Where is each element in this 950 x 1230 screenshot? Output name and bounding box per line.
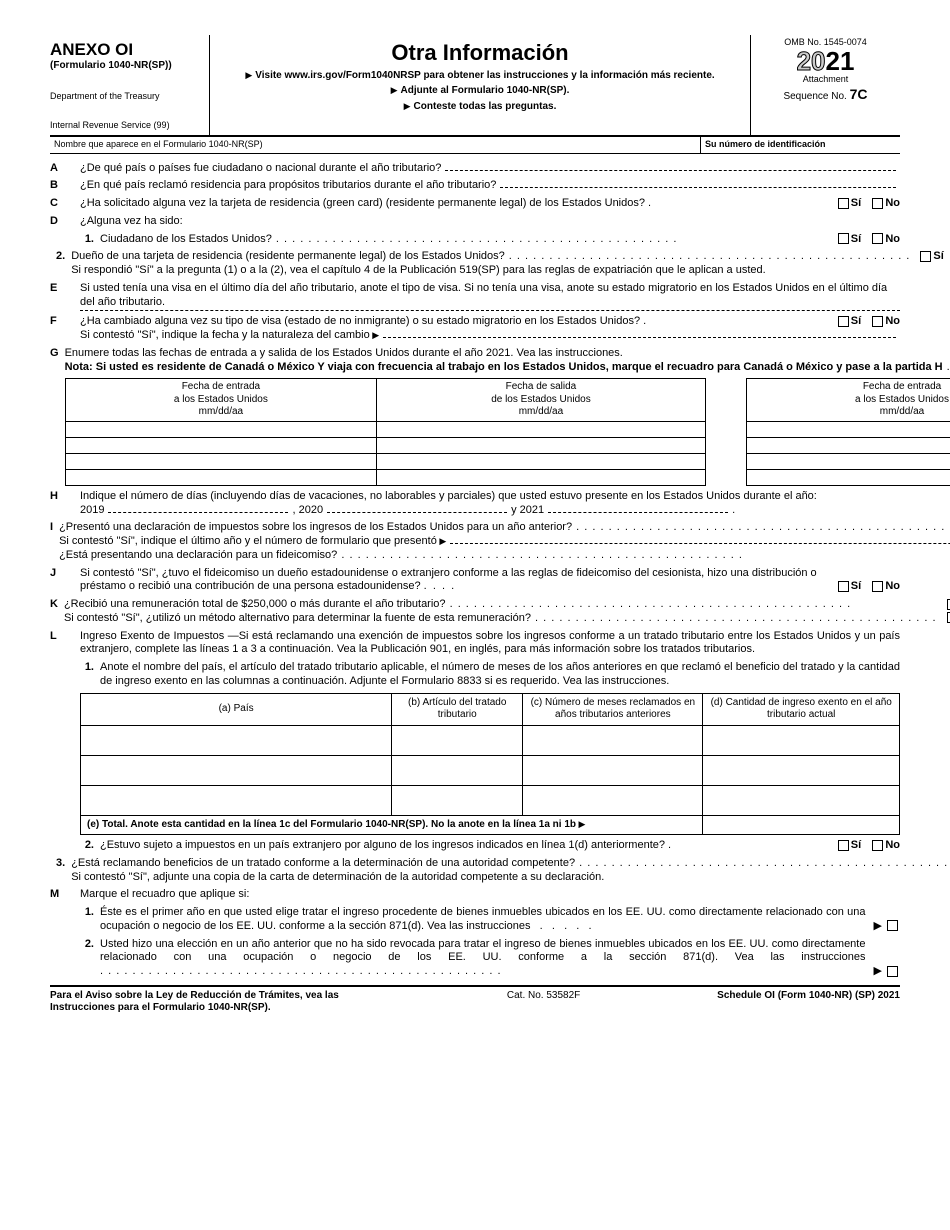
question-d1: Ciudadano de los Estados Unidos? (100, 233, 272, 245)
treaty-r3-a[interactable] (81, 785, 392, 815)
note-g: Nota: Si usted es residente de Canadá o … (65, 361, 943, 373)
note-l3: Si contestó "Sí", adjunte una copia de l… (71, 871, 950, 885)
entry-2b[interactable] (746, 437, 950, 453)
treaty-r3-d[interactable] (703, 785, 900, 815)
entry-1b[interactable] (746, 421, 950, 437)
question-m2: Usted hizo una elección en un año anteri… (100, 938, 865, 964)
checkbox-c-si[interactable] (838, 198, 849, 209)
treaty-total-label: (e) Total. Anote esta cantidad en la lín… (81, 815, 703, 835)
question-ic: ¿Está presentando una declaración para u… (59, 549, 337, 561)
question-g: Enumere todas las fechas de entrada a y … (65, 347, 950, 361)
page-footer: Para el Aviso sobre la Ley de Reducción … (50, 985, 900, 1015)
checkbox-d1-si[interactable] (838, 233, 849, 244)
input-f[interactable] (383, 337, 896, 338)
dept-line-2: Internal Revenue Service (99) (50, 120, 203, 131)
question-d: ¿Alguna vez ha sido: (80, 215, 900, 229)
name-bar: Nombre que aparece en el Formulario 1040… (50, 137, 900, 153)
treaty-r2-d[interactable] (703, 755, 900, 785)
entry-3a[interactable] (65, 453, 377, 469)
treaty-r1-b[interactable] (392, 725, 523, 755)
attachment-label: Attachment (755, 74, 896, 85)
checkbox-l2-si[interactable] (838, 840, 849, 851)
input-a[interactable] (445, 170, 896, 171)
entry-4a[interactable] (65, 469, 377, 485)
treaty-r3-c[interactable] (523, 785, 703, 815)
question-i: ¿Presentó una declaración de impuestos s… (59, 521, 572, 533)
note-d2: Si respondió "Sí" a la pregunta (1) o a … (71, 264, 950, 278)
dates-tables: Fecha de entrada a los Estados Unidos mm… (65, 374, 950, 486)
exit-4a[interactable] (377, 469, 705, 485)
checkbox-f-si[interactable] (838, 316, 849, 327)
question-l: Ingreso Exento de Impuestos —Si está rec… (80, 630, 900, 658)
treaty-r2-c[interactable] (523, 755, 703, 785)
question-f: ¿Ha cambiado alguna vez su tipo de visa … (80, 315, 646, 327)
subtitle-1: Visite www.irs.gov/Form1040NRSP para obt… (218, 70, 742, 83)
question-kb: Si contestó "Sí", ¿utilizó un método alt… (64, 612, 531, 624)
question-b: ¿En qué país reclamó residencia para pro… (80, 179, 496, 193)
input-h-2021[interactable] (548, 512, 728, 513)
question-e: Si usted tenía una visa en el último día… (80, 282, 900, 310)
checkbox-c-no[interactable] (872, 198, 883, 209)
treaty-r2-b[interactable] (392, 755, 523, 785)
exit-1a[interactable] (377, 421, 705, 437)
input-h-2020[interactable] (327, 512, 507, 513)
form-number: (Formulario 1040-NR(SP)) (50, 60, 203, 73)
question-d2: Dueño de una tarjeta de residencia (resi… (71, 250, 505, 262)
question-a: ¿De qué país o países fue ciudadano o na… (80, 162, 441, 176)
form-title: Otra Información (218, 39, 742, 67)
question-m: Marque el recuadro que aplique si: (80, 888, 900, 902)
subtitle-3: Conteste todas las preguntas. (218, 101, 742, 114)
entry-3b[interactable] (746, 453, 950, 469)
exit-2a[interactable] (377, 437, 705, 453)
question-j: Si contestó "Sí", ¿tuvo el fideicomiso u… (80, 567, 817, 593)
treaty-total[interactable] (703, 815, 900, 835)
question-l2: ¿Estuvo sujeto a impuestos en un país ex… (100, 839, 671, 851)
treaty-table: (a) País (b) Artículo del tratado tribut… (80, 693, 900, 836)
checkbox-d2-si[interactable] (920, 251, 931, 262)
sequence-number: Sequence No. 7C (755, 86, 896, 104)
treaty-r3-b[interactable] (392, 785, 523, 815)
entry-1a[interactable] (65, 421, 377, 437)
entry-4b[interactable] (746, 469, 950, 485)
input-i[interactable] (450, 543, 950, 544)
treaty-r1-c[interactable] (523, 725, 703, 755)
entry-2a[interactable] (65, 437, 377, 453)
schedule-label: ANEXO OI (50, 39, 203, 60)
note-i: Si contestó "Sí", indique el último año … (59, 535, 446, 549)
form-header: ANEXO OI (Formulario 1040-NR(SP)) Depart… (50, 35, 900, 137)
checkbox-k-si[interactable] (947, 599, 950, 610)
dept-line-1: Department of the Treasury (50, 91, 203, 102)
question-l3: ¿Está reclamando beneficios de un tratad… (71, 857, 575, 869)
checkbox-f-no[interactable] (872, 316, 883, 327)
question-h: Indique el número de días (incluyendo dí… (80, 490, 900, 504)
treaty-r1-a[interactable] (81, 725, 392, 755)
question-l1: Anote el nombre del país, el artículo de… (100, 661, 900, 689)
treaty-r2-a[interactable] (81, 755, 392, 785)
id-field-label: Su número de identificación (700, 137, 900, 152)
note-f: Si contestó "Sí", indique la fecha y la … (80, 329, 379, 343)
input-h-2019[interactable] (108, 512, 288, 513)
checkbox-kb-si[interactable] (947, 612, 950, 623)
treaty-r1-d[interactable] (703, 725, 900, 755)
checkbox-d1-no[interactable] (872, 233, 883, 244)
question-c: ¿Ha solicitado alguna vez la tarjeta de … (80, 197, 651, 209)
input-b[interactable] (500, 187, 896, 188)
name-field-label: Nombre que aparece en el Formulario 1040… (50, 137, 700, 152)
question-m1: Éste es el primer año en que usted elige… (100, 906, 865, 932)
checkbox-j-si[interactable] (838, 581, 849, 592)
checkbox-j-no[interactable] (872, 581, 883, 592)
question-k: ¿Recibió una remuneración total de $250,… (64, 598, 446, 610)
checkbox-l2-no[interactable] (872, 840, 883, 851)
tax-year: 2021 (755, 48, 896, 74)
subtitle-2: Adjunte al Formulario 1040-NR(SP). (218, 85, 742, 98)
checkbox-m1[interactable] (887, 920, 898, 931)
exit-3a[interactable] (377, 453, 705, 469)
checkbox-m2[interactable] (887, 966, 898, 977)
input-e[interactable] (80, 309, 900, 311)
